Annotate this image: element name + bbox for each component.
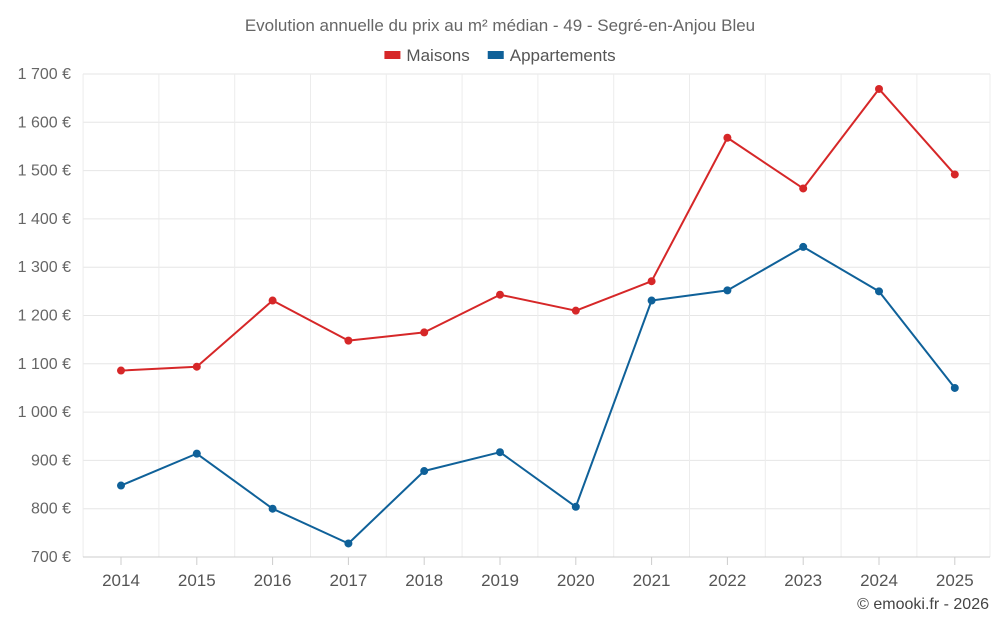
legend-label: Maisons: [406, 46, 469, 65]
data-point-maisons[interactable]: [420, 328, 429, 337]
series-line-appartements: [120, 245, 956, 545]
y-tick-label: 1 200 €: [18, 308, 71, 325]
data-point-maisons[interactable]: [496, 290, 504, 299]
legend-label: Appartements: [510, 46, 616, 65]
data-point-appartements[interactable]: [875, 287, 883, 296]
data-point-appartements[interactable]: [950, 383, 959, 392]
data-point-maisons[interactable]: [344, 336, 353, 345]
data-point-maisons[interactable]: [192, 362, 201, 371]
x-tick-label: 2019: [481, 571, 519, 590]
data-point-appartements[interactable]: [192, 449, 201, 458]
x-tick-label: 2020: [557, 571, 595, 590]
legend-item-appartements[interactable]: Appartements: [487, 46, 616, 65]
legend[interactable]: Maisons Appartements: [384, 46, 616, 65]
data-point-appartements[interactable]: [117, 481, 125, 490]
data-point-maisons[interactable]: [647, 277, 656, 286]
x-tick-label: 2025: [936, 571, 974, 590]
grid: [82, 73, 991, 557]
legend-swatch: [384, 51, 401, 59]
y-tick-label: 1 300 €: [18, 259, 71, 276]
y-tick-label: 900 €: [31, 452, 71, 469]
data-point-maisons[interactable]: [268, 296, 277, 305]
x-tick-label: 2021: [633, 571, 671, 590]
y-tick-label: 800 €: [31, 501, 71, 518]
legend-item-maisons[interactable]: Maisons: [384, 46, 470, 65]
data-point-maisons[interactable]: [117, 366, 125, 375]
credit-text: © emooki.fr - 2026: [857, 596, 989, 613]
series-line-maisons: [120, 87, 956, 372]
y-tick-label: 1 400 €: [18, 211, 71, 228]
x-tick-label: 2017: [329, 571, 367, 590]
data-point-appartements[interactable]: [723, 286, 732, 295]
y-tick-label: 700 €: [31, 549, 71, 566]
legend-swatch: [487, 51, 504, 59]
series: [117, 84, 959, 548]
data-point-maisons[interactable]: [799, 184, 808, 193]
data-point-appartements[interactable]: [647, 296, 656, 305]
chart-title: Evolution annuelle du prix au m² médian …: [245, 16, 755, 35]
y-tick-label: 1 500 €: [18, 163, 71, 180]
x-tick-label: 2018: [405, 571, 443, 590]
x-tick-label: 2024: [860, 571, 898, 590]
x-tick-label: 2014: [102, 571, 140, 590]
title-group: Evolution annuelle du prix au m² médian …: [245, 16, 755, 35]
data-point-maisons[interactable]: [571, 306, 580, 315]
data-point-appartements[interactable]: [344, 539, 353, 548]
data-point-maisons[interactable]: [950, 170, 959, 179]
x-tick-label: 2023: [784, 571, 822, 590]
y-tick-label: 1 600 €: [18, 114, 71, 131]
data-point-maisons[interactable]: [723, 133, 732, 142]
y-tick-label: 1 100 €: [18, 356, 71, 373]
x-tick-label: 2016: [254, 571, 292, 590]
data-point-appartements[interactable]: [571, 502, 580, 511]
data-point-appartements[interactable]: [799, 242, 808, 251]
data-point-appartements[interactable]: [268, 504, 277, 513]
x-tick-label: 2015: [178, 571, 216, 590]
x-tick-label: 2022: [708, 571, 746, 590]
y-tick-label: 1 700 €: [18, 66, 71, 83]
data-point-maisons[interactable]: [875, 84, 883, 93]
data-point-appartements[interactable]: [496, 448, 504, 457]
y-tick-label: 1 000 €: [18, 404, 71, 421]
axes: 700 € 800 € 900 € 1 000 € 1 100 € 1 200 € 1 30…: [18, 66, 990, 590]
data-point-appartements[interactable]: [420, 467, 429, 476]
